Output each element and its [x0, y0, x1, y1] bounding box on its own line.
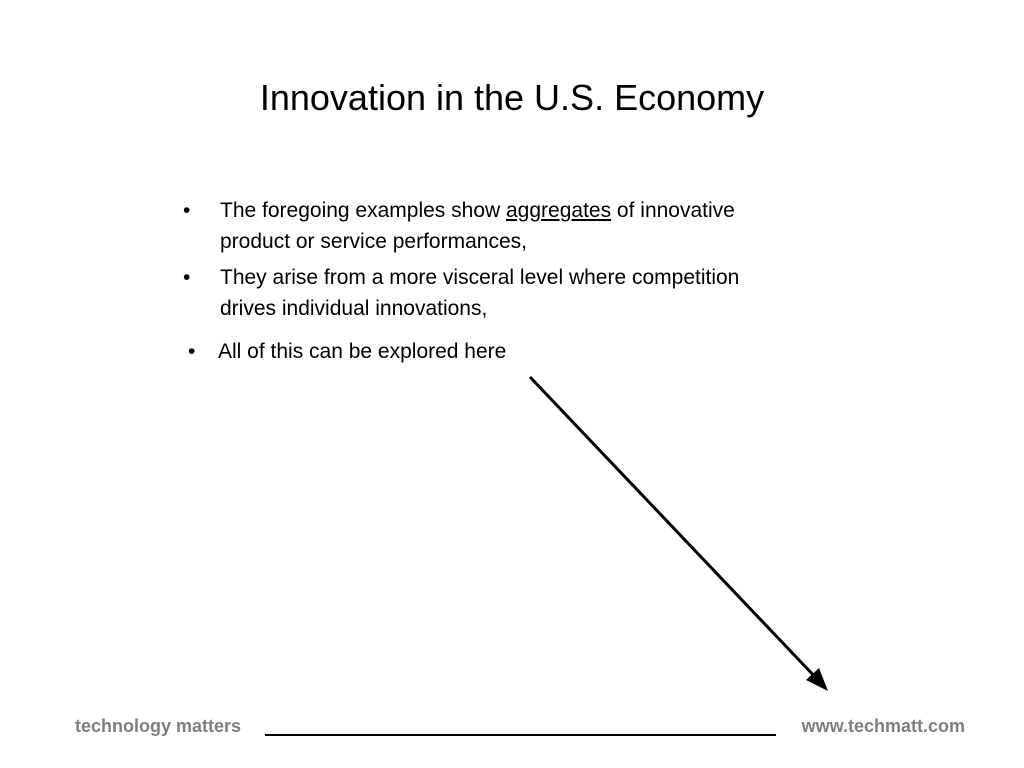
- bullet-item-2: • They arise from a more visceral level …: [180, 262, 780, 324]
- bullet-list: • The foregoing examples show aggregates…: [180, 195, 780, 372]
- bullet-3-text: All of this can be explored here: [218, 340, 507, 363]
- bullet-dot: •: [188, 340, 196, 363]
- footer: technology matters www.techmatt.com: [75, 716, 965, 740]
- slide-title: Innovation in the U.S. Economy: [259, 77, 765, 118]
- aggregates-link[interactable]: aggregates: [506, 199, 612, 222]
- bullet-dot: •: [183, 266, 191, 289]
- bullet-dot: •: [183, 199, 191, 222]
- footer-divider: [265, 734, 776, 736]
- bullet-2-text: They arise from a more visceral level wh…: [220, 266, 740, 320]
- footer-website-link[interactable]: www.techmatt.com: [801, 716, 965, 736]
- footer-brand: technology matters: [75, 716, 242, 736]
- arrow-head: [806, 668, 828, 691]
- arrow-shaft: [528, 375, 820, 682]
- bullet-1-text-start: The foregoing examples show: [220, 199, 506, 222]
- bullet-1-text-end: of innovative product or service perform…: [220, 199, 735, 253]
- bullet-item-3: • All of this can be explored here: [180, 336, 780, 367]
- bullet-item-1: • The foregoing examples show aggregates…: [180, 195, 780, 257]
